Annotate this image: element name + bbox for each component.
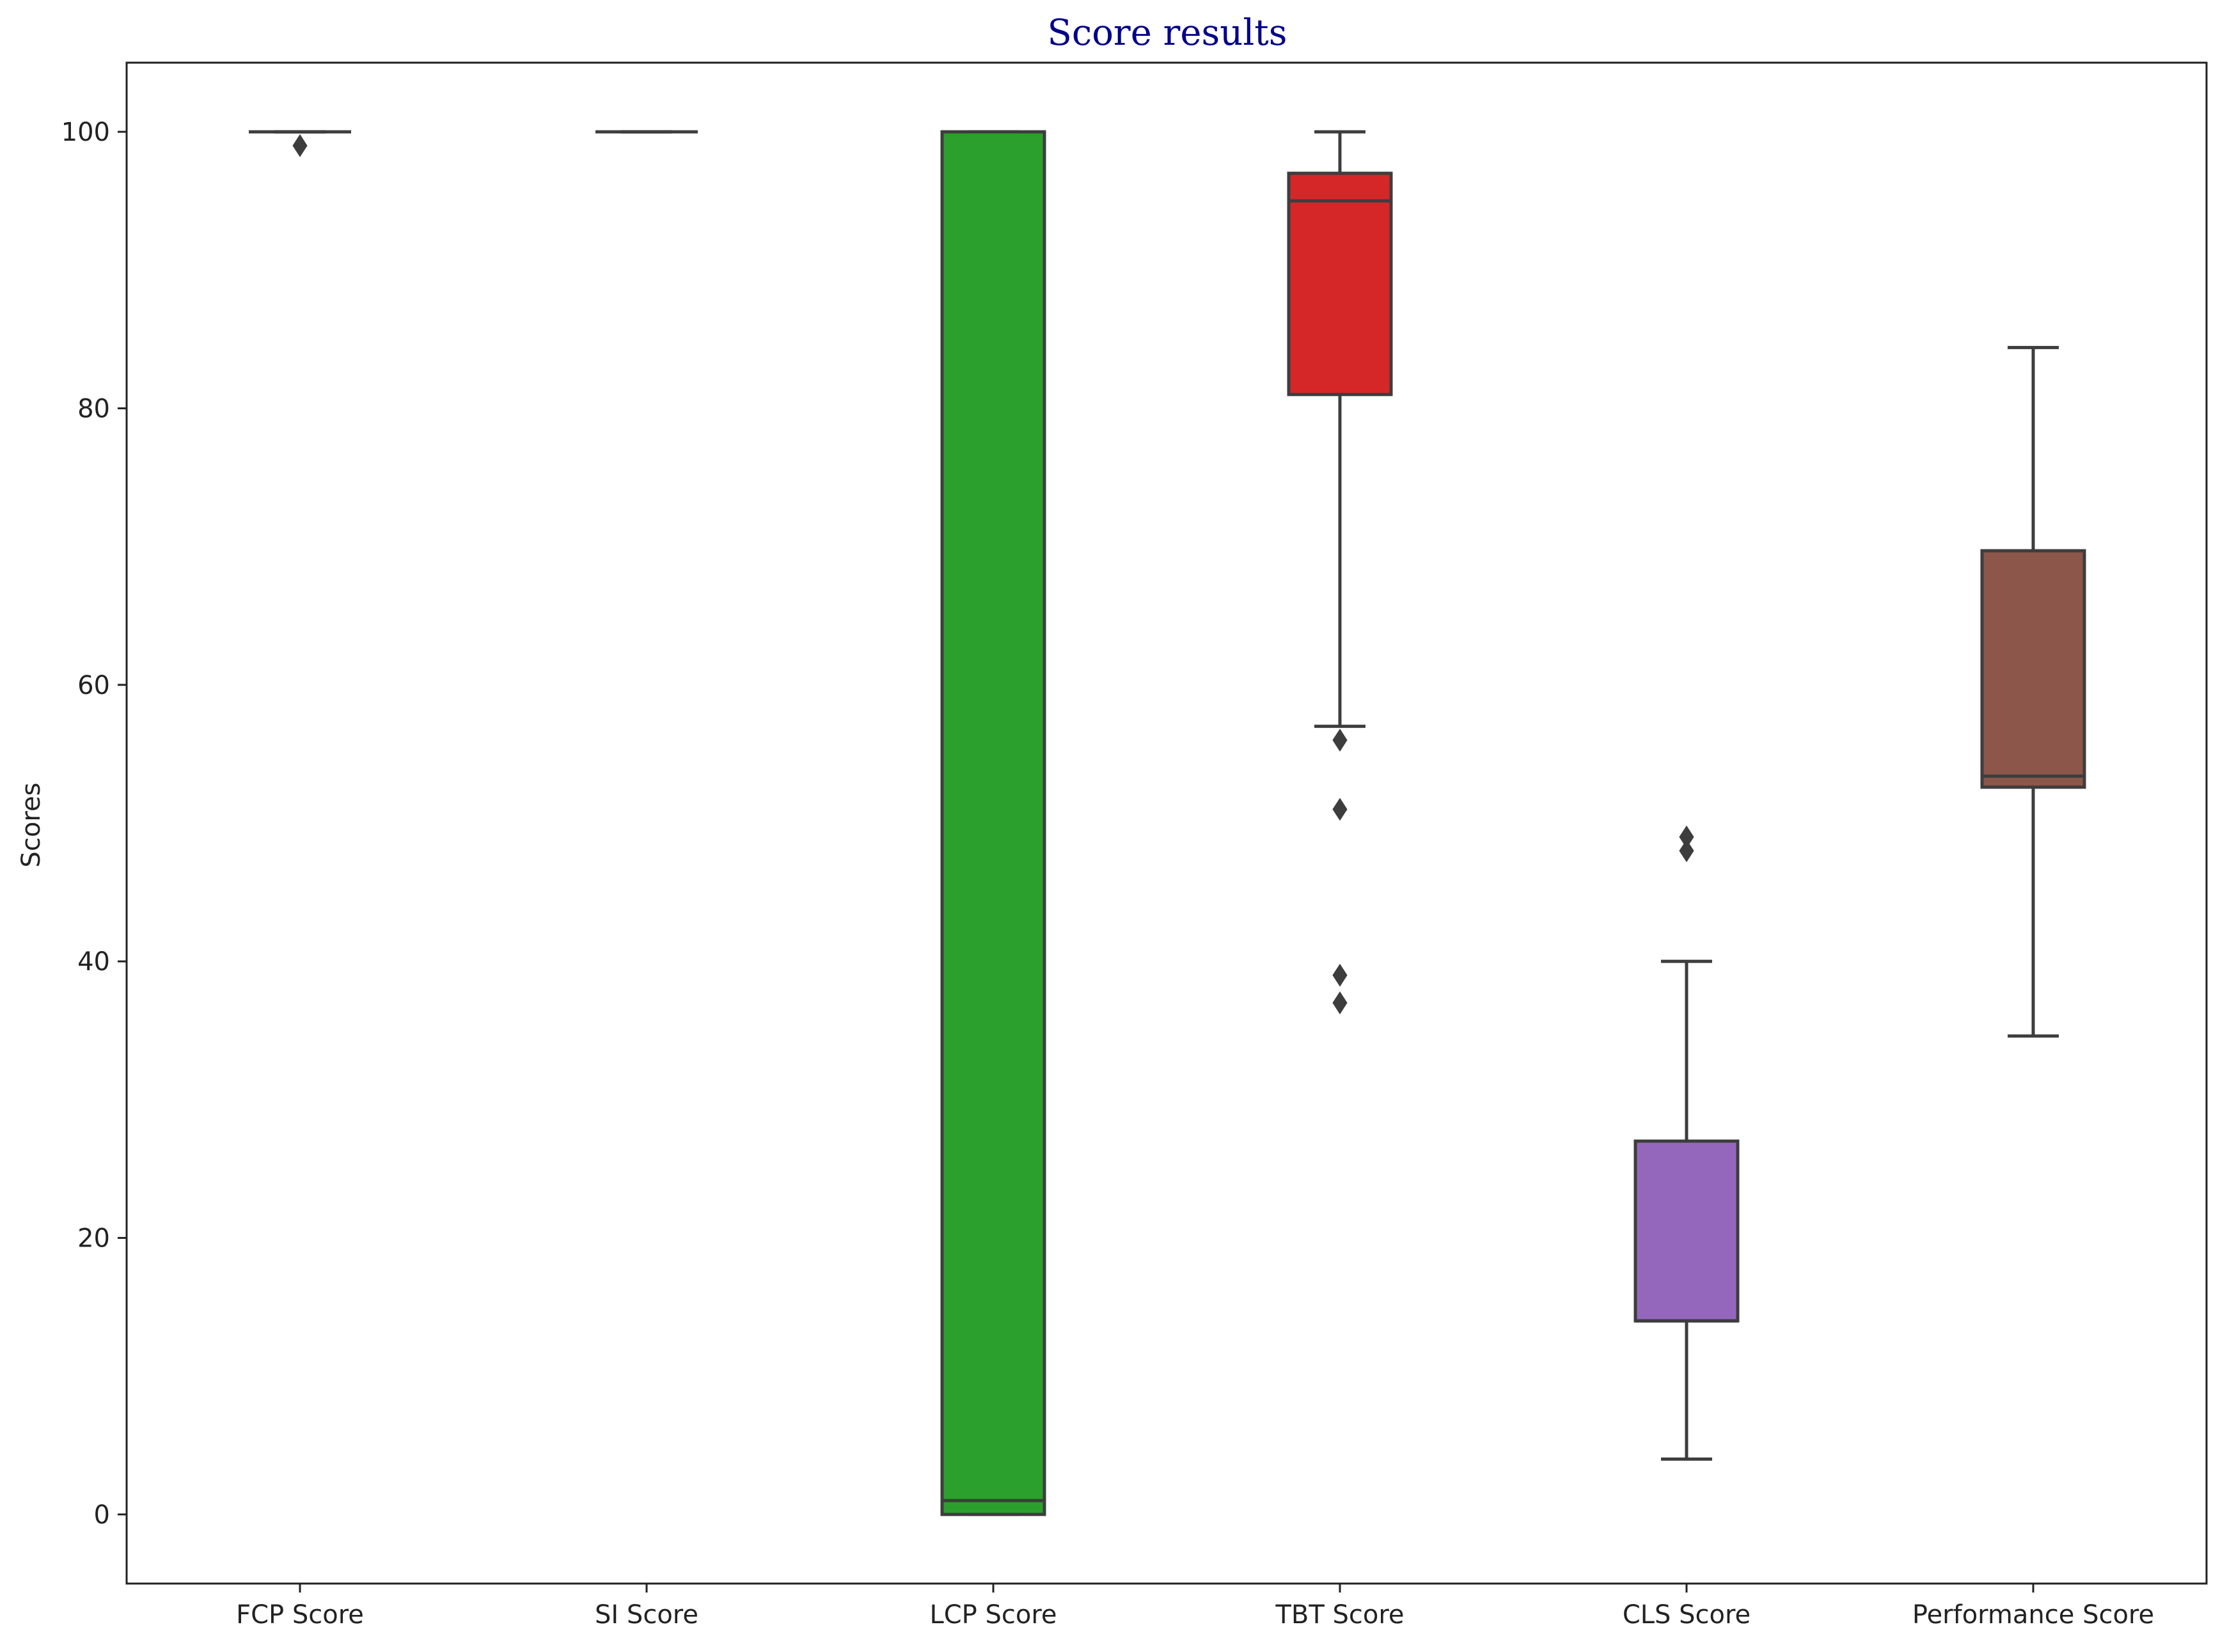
outlier-point (292, 134, 308, 157)
outlier-point (1332, 991, 1348, 1014)
x-tick-label: FCP Score (236, 1600, 364, 1630)
plot-frame (125, 61, 2208, 1585)
outlier-point (1679, 839, 1694, 863)
y-tick-label: 60 (77, 671, 110, 700)
x-tick-label: CLS Score (1623, 1600, 1751, 1630)
x-tick-label: SI Score (595, 1600, 698, 1630)
y-axis-label: Scores (17, 783, 46, 868)
x-tick-label: TBT Score (1275, 1600, 1404, 1630)
box-body (1980, 549, 2086, 789)
outlier-point (1332, 728, 1348, 752)
y-tick-label: 0 (94, 1500, 110, 1530)
chart-title: Score results (1047, 12, 1287, 54)
box-body (1287, 171, 1393, 397)
x-tick-label: LCP Score (929, 1600, 1057, 1630)
y-tick-label: 40 (77, 947, 110, 977)
y-tick-label: 80 (77, 394, 110, 423)
y-tick-label: 100 (61, 118, 110, 147)
plot-area: 0 20 40 60 80 100 FCP Score SI Score LCP Score TB… (61, 61, 2208, 1630)
box-body (1633, 1139, 1740, 1323)
outlier-point (1332, 963, 1348, 987)
outlier-point (1332, 798, 1348, 821)
box-body (940, 130, 1046, 1516)
y-tick-label: 20 (77, 1224, 110, 1254)
x-tick-label: Performance Score (1912, 1600, 2154, 1630)
